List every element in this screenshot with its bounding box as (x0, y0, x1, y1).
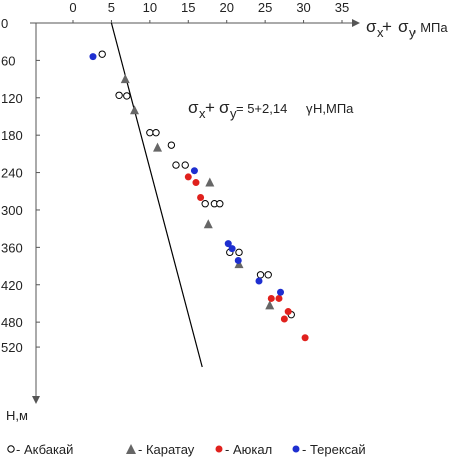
x-tick-label: 25 (258, 0, 272, 15)
x-tick-label: 30 (296, 0, 310, 15)
y-tick-label: 180 (1, 128, 23, 143)
legend-marker-karatau (126, 444, 136, 454)
equation-sigma-x: σ (188, 98, 199, 117)
point-tereksai (89, 53, 97, 61)
point-akbakai (146, 128, 154, 137)
x-axis-label-unit: , МПа (413, 20, 448, 35)
point-karatau (120, 74, 130, 84)
point-akbakai (181, 161, 189, 169)
point-ayukal (197, 194, 205, 201)
point-ayukal (284, 308, 292, 316)
y-axis-arrow (32, 396, 40, 404)
point-akbakai (167, 141, 176, 149)
x-tick-label: 10 (143, 0, 157, 15)
point-ayukal (301, 334, 309, 342)
legend-item-ayukal: - Аюкал (215, 442, 272, 457)
point-ayukal (280, 315, 288, 323)
point-karatau (129, 105, 139, 115)
point-karatau (205, 177, 215, 187)
x-axis-ticks: 0 5 10 15 20 25 30 35 (69, 0, 349, 23)
equation-sigma-y: σ (219, 98, 230, 117)
point-tereksai (224, 240, 232, 248)
point-ayukal (184, 173, 192, 181)
legend-label-akbakai: - Акбакай (16, 442, 73, 457)
legend-item-karatau: - Каратау (126, 442, 195, 457)
equation-annotation: σ x + σ y = 5+2,14 γ Н,МПа (188, 98, 354, 121)
point-tereksai (228, 245, 236, 253)
y-tick-label: 60 (1, 53, 15, 68)
equation-plus: + (205, 98, 215, 117)
equation-gamma: γ (306, 101, 313, 116)
point-karatau (203, 219, 213, 229)
y-tick-label: 300 (1, 203, 23, 218)
legend-marker-ayukal (215, 445, 223, 453)
point-ayukal (192, 179, 200, 187)
point-tereksai (190, 167, 198, 175)
legend-item-tereksai: - Терексай (292, 442, 366, 457)
x-axis-label-sub-x: x (377, 25, 384, 40)
legend-item-akbakai: - Акбакай (7, 442, 73, 457)
point-akbakai (152, 128, 160, 137)
point-akbakai (115, 91, 123, 99)
y-tick-label: 120 (1, 91, 23, 106)
y-tick-label: 0 (1, 16, 8, 31)
axes (30, 19, 360, 404)
x-tick-label: 0 (69, 0, 76, 15)
legend-marker-tereksai (292, 445, 300, 453)
point-akbakai (201, 200, 209, 208)
x-tick-label: 5 (108, 0, 115, 15)
point-tereksai (255, 277, 263, 285)
y-tick-label: 420 (1, 278, 23, 293)
y-axis-ticks: 0 60 120 180 240 300 360 420 480 520 (1, 16, 40, 355)
x-axis-label-sigma-x: σ (366, 17, 377, 36)
equation-tail: Н,МПа (313, 101, 354, 116)
x-tick-label: 35 (335, 0, 349, 15)
point-akbakai (216, 200, 224, 208)
point-akbakai (123, 92, 131, 100)
data-points (89, 50, 309, 342)
x-axis-label: σ x + σ y , МПа (366, 17, 448, 40)
legend-marker-akbakai (7, 445, 15, 453)
point-akbakai (98, 50, 106, 58)
x-axis-arrow (352, 19, 360, 27)
equation-sub-x: x (199, 106, 206, 121)
legend: - Акбакай - Каратау - Аюкал - Терексай (7, 442, 366, 457)
y-tick-label: 360 (1, 240, 23, 255)
legend-label-tereksai: - Терексай (302, 442, 366, 457)
y-tick-label: 480 (1, 315, 23, 330)
point-karatau (153, 142, 163, 152)
point-akbakai (235, 248, 243, 257)
point-tereksai (234, 256, 242, 264)
point-akbakai (172, 161, 180, 169)
point-akbakai (256, 271, 265, 279)
x-tick-label: 20 (219, 0, 233, 15)
x-axis-label-sigma-y: σ (398, 17, 409, 36)
point-ayukal (275, 294, 283, 302)
x-axis-label-plus: + (382, 17, 392, 36)
equation-sub-y: y (230, 106, 237, 121)
point-karatau (265, 300, 275, 310)
y-tick-label: 240 (1, 166, 23, 181)
equation-rest: = 5+2,14 (236, 101, 287, 116)
x-tick-label: 15 (181, 0, 195, 15)
legend-label-ayukal: - Аюкал (225, 442, 272, 457)
x-axis-label-sub-y: y (409, 25, 416, 40)
legend-label-karatau: - Каратау (138, 442, 195, 457)
point-ayukal (267, 294, 275, 302)
point-akbakai (264, 271, 272, 279)
y-axis-label: Н,м (6, 408, 28, 423)
point-tereksai (277, 288, 285, 296)
y-tick-label: 520 (1, 340, 23, 355)
